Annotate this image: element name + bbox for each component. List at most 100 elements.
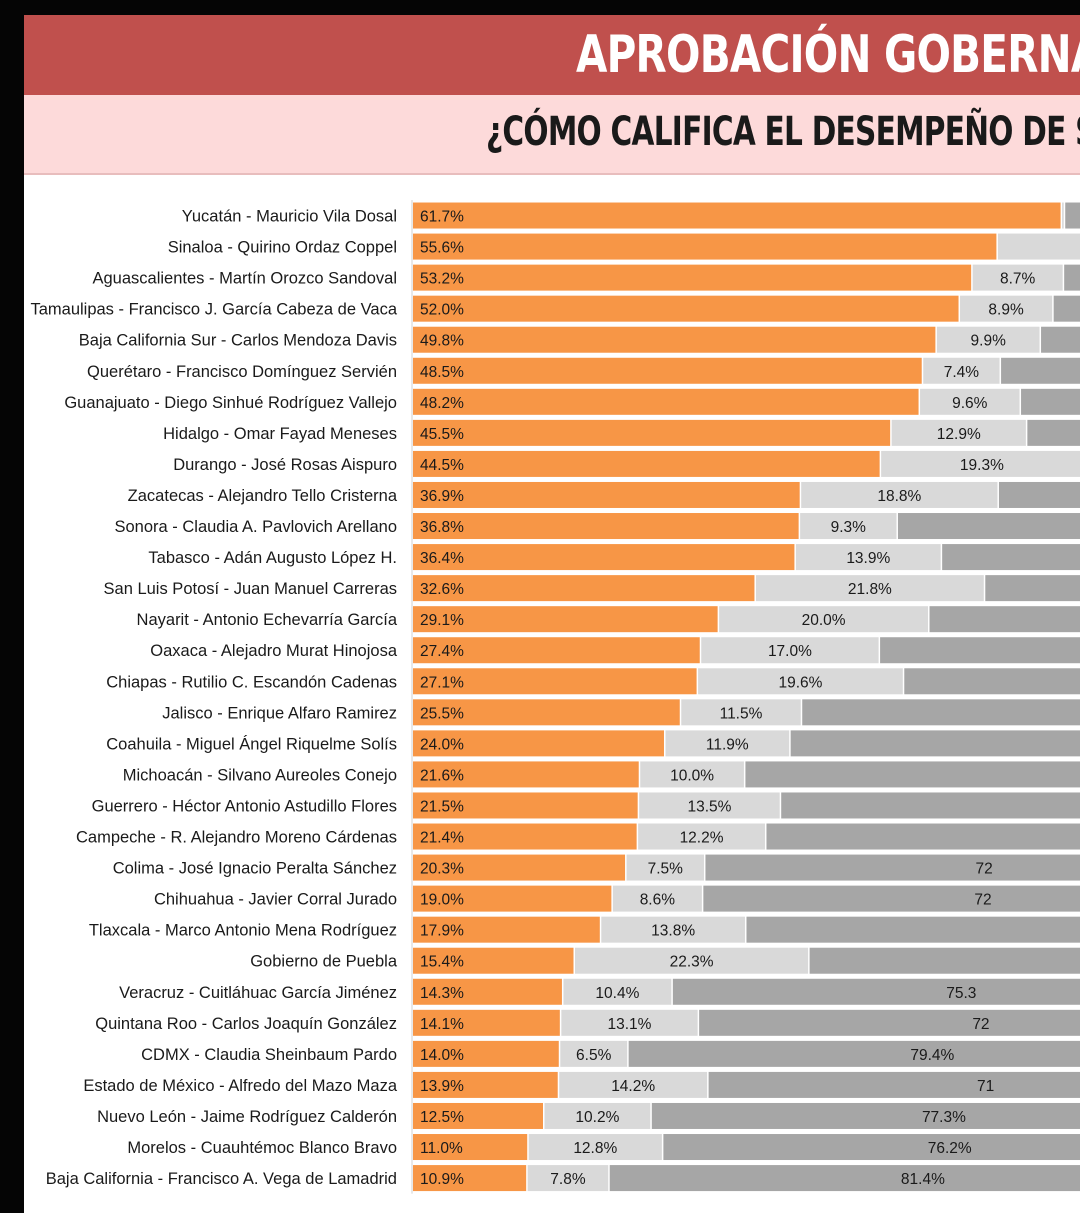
bar-segment [1021, 388, 1080, 415]
category-label: Chihuahua - Javier Corral Jurado [154, 891, 397, 909]
data-label: 27.4% [420, 643, 464, 660]
data-label: 21.8% [848, 581, 892, 598]
bar-segment [413, 544, 795, 571]
bar-segment [413, 575, 755, 602]
data-label: 14.0% [420, 1047, 464, 1064]
category-label: Quintana Roo - Carlos Joaquín González [95, 1015, 397, 1033]
data-label: 6.5% [576, 1047, 612, 1064]
category-label: Hidalgo - Omar Fayad Meneses [163, 425, 397, 443]
data-label: 10.2% [575, 1109, 619, 1126]
category-label: Morelos - Cuauhtémoc Blanco Bravo [127, 1139, 397, 1157]
bar-segment [998, 481, 1080, 508]
data-label: 32.6% [420, 581, 464, 598]
bar-segment [790, 730, 1080, 757]
bar-segment [528, 1134, 662, 1161]
category-label: Gobierno de Puebla [250, 953, 398, 971]
bar-segment [626, 854, 704, 881]
bar-segment [413, 264, 972, 291]
data-label: 20.0% [802, 612, 846, 629]
left-frame [0, 0, 24, 1213]
bar-segment [972, 264, 1063, 291]
bar-segment [563, 978, 672, 1005]
bar-segment [527, 1165, 609, 1192]
data-label: 7.5% [648, 861, 684, 878]
data-label: 12.9% [937, 426, 981, 443]
data-label: 8.7% [1000, 271, 1036, 288]
bar-segment [413, 606, 718, 633]
bar-segment [413, 388, 919, 415]
data-label: 24.0% [420, 736, 464, 753]
data-label: 10.0% [670, 767, 714, 784]
bar-segment [663, 1134, 1080, 1161]
bar-segment [936, 326, 1040, 353]
bar-segment [413, 1102, 543, 1129]
bar-segment [638, 823, 765, 850]
data-label: 49.8% [420, 333, 464, 350]
bar-segment [413, 481, 800, 508]
data-label: 21.5% [420, 798, 464, 815]
category-label: Baja California Sur - Carlos Mendoza Dav… [79, 332, 397, 350]
bar-segment [920, 388, 1020, 415]
data-label: 53.2% [420, 271, 464, 288]
category-label: Durango - José Rosas Aispuro [173, 456, 397, 474]
bar-segment [897, 513, 1080, 540]
data-label: 12.2% [680, 830, 724, 847]
data-label: 76.2% [928, 1140, 972, 1157]
data-label: 75.3 [946, 985, 976, 1002]
data-label: 44.5% [420, 457, 464, 474]
category-label: San Luis Potosí - Juan Manuel Carreras [104, 580, 397, 598]
data-label: 19.0% [420, 892, 464, 909]
data-label: 9.3% [831, 519, 867, 536]
category-label: Sinaloa - Quirino Ordaz Coppel [168, 239, 397, 257]
bar-segment [628, 1040, 1080, 1067]
data-label: 13.9% [846, 550, 890, 567]
bar-segment [703, 885, 1080, 912]
bar-segment [612, 885, 702, 912]
data-label: 13.9% [420, 1078, 464, 1095]
data-label: 79.4% [910, 1047, 954, 1064]
data-label: 15.4% [420, 954, 464, 971]
bar-segment [1064, 264, 1080, 291]
bar-segment [413, 637, 700, 664]
data-label: 10.9% [420, 1171, 464, 1188]
data-label: 9.6% [952, 395, 988, 412]
bar-segment [745, 761, 1080, 788]
title-band: APROBACIÓN GOBERNADOR [24, 15, 1080, 95]
data-label: 71 [977, 1078, 994, 1095]
bar-segment [708, 1071, 1080, 1098]
data-label: 14.1% [420, 1016, 464, 1033]
category-label: Coahuila - Miguel Ángel Riquelme Solís [106, 734, 397, 753]
category-label: Estado de México - Alfredo del Mazo Maza [83, 1077, 397, 1095]
data-label: 81.4% [901, 1171, 945, 1188]
category-label: Colima - José Ignacio Peralta Sánchez [113, 860, 397, 878]
data-label: 13.5% [687, 798, 731, 815]
bar-segment [781, 792, 1080, 819]
bar-segment [413, 326, 936, 353]
bar-segment [1053, 295, 1080, 322]
bar-segment [561, 1009, 698, 1036]
data-label: 19.3% [960, 457, 1004, 474]
data-label: 20.3% [420, 861, 464, 878]
category-label: Tamaulipas - Francisco J. García Cabeza … [30, 301, 397, 319]
bar-segment [1027, 419, 1080, 446]
bar-segment [997, 233, 1080, 260]
data-label: 7.4% [944, 364, 980, 381]
bar-segment [413, 668, 697, 695]
data-label: 45.5% [420, 426, 464, 443]
bar-segment [766, 823, 1080, 850]
bar-segment [413, 823, 637, 850]
bar-segment [413, 1071, 558, 1098]
data-label: 18.8% [877, 488, 921, 505]
bar-segment [809, 947, 1080, 974]
bar-segment [413, 450, 880, 477]
bar-segment [701, 637, 879, 664]
bar-segment [413, 1134, 528, 1161]
bar-segment [801, 481, 998, 508]
category-label: Nayarit - Antonio Echevarría García [137, 611, 398, 629]
data-label: 13.8% [651, 923, 695, 940]
bar-segment [413, 513, 799, 540]
bar-segment [413, 699, 680, 726]
bar-segment [942, 544, 1080, 571]
bar-segment [651, 1102, 1080, 1129]
bar-segment [640, 761, 744, 788]
